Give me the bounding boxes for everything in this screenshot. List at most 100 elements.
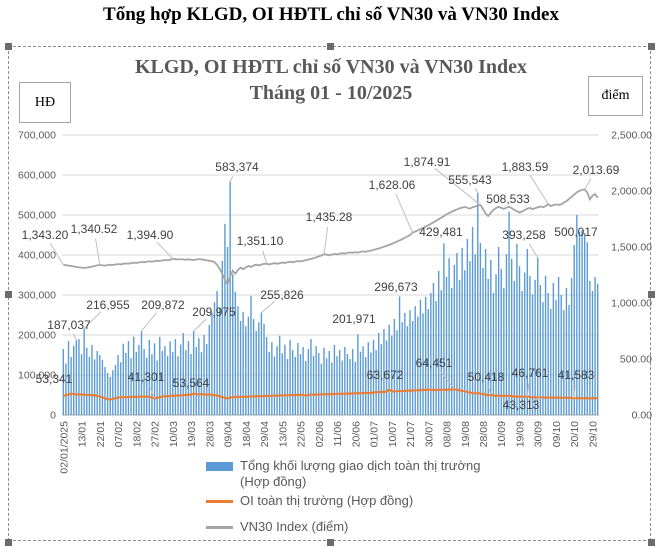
data-label: 209,975 bbox=[192, 305, 236, 319]
data-label: 41,301 bbox=[128, 370, 165, 384]
data-label: 2,013.69 bbox=[573, 163, 620, 177]
right-axis-unit-box[interactable]: điểm bbox=[588, 76, 643, 116]
data-label: 46,761 bbox=[512, 366, 549, 380]
selection-handle-middle-left[interactable] bbox=[5, 291, 12, 298]
x-axis-tick: 02/06 bbox=[314, 421, 326, 447]
data-label: 1,435.28 bbox=[306, 210, 353, 224]
page-title: Tổng hợp KLGD, OI HĐTL chỉ số VN30 và VN… bbox=[103, 4, 559, 25]
series-oi-line[interactable] bbox=[62, 388, 598, 401]
x-axis-tick: 18/04 bbox=[241, 421, 253, 447]
callout-leader bbox=[262, 250, 268, 264]
x-axis-tick: 07/02 bbox=[113, 421, 125, 447]
callout-leader bbox=[72, 333, 77, 341]
chart-title[interactable]: KLGD, OI HĐTL chỉ số VN30 và VN30 Index … bbox=[0, 54, 662, 106]
y-axis-right-tick: 1,500.00 bbox=[611, 242, 652, 254]
data-label: 296,673 bbox=[374, 280, 418, 294]
legend-item[interactable]: OI toàn thị trường (Hợp đồng) bbox=[206, 493, 498, 509]
x-axis-tick: 20/06 bbox=[350, 421, 362, 447]
data-label: 500,017 bbox=[554, 225, 598, 239]
x-axis-tick: 10/07 bbox=[387, 421, 399, 447]
x-axis-tick: 19/03 bbox=[186, 421, 198, 447]
y-axis-right-tick: 1,000.00 bbox=[611, 298, 652, 310]
y-axis-left-tick: 400,000 bbox=[18, 250, 56, 262]
y-axis-right-tick: 2,000.00 bbox=[611, 186, 652, 198]
y-axis-left-tick: 200,000 bbox=[18, 330, 56, 342]
data-label: 64,451 bbox=[416, 356, 453, 370]
callout-leader bbox=[141, 312, 157, 332]
x-axis-tick: 19/09 bbox=[514, 421, 526, 447]
callout-leader bbox=[193, 318, 208, 332]
callout-leader bbox=[323, 226, 329, 255]
selection-handle-top-middle[interactable] bbox=[327, 43, 334, 50]
y-axis-left-tick: 600,000 bbox=[18, 170, 56, 182]
callout-leader bbox=[395, 194, 414, 233]
callout-leader bbox=[439, 370, 455, 390]
callout-leader bbox=[434, 167, 481, 206]
series-vn30-line[interactable] bbox=[63, 188, 599, 287]
callout-leader bbox=[149, 386, 155, 399]
selection-handle-top-left[interactable] bbox=[5, 43, 12, 50]
callout-leader bbox=[49, 243, 64, 265]
x-axis-tick: 29/04 bbox=[259, 421, 271, 447]
callout-leader bbox=[528, 243, 539, 258]
y-axis-right-tick: 2,500.00 bbox=[611, 130, 652, 142]
x-axis-tick: 30/09 bbox=[533, 421, 545, 447]
selection-handle-bottom-left[interactable] bbox=[5, 539, 12, 546]
data-label: 41,583 bbox=[558, 368, 595, 382]
x-axis-tick: 13/05 bbox=[277, 421, 289, 447]
legend-swatch-line bbox=[206, 500, 233, 503]
selection-handle-bottom-middle[interactable] bbox=[327, 539, 334, 546]
data-label: 1,351.10 bbox=[237, 234, 284, 248]
selection-handle-top-right[interactable] bbox=[648, 43, 655, 50]
callout-leader bbox=[156, 241, 174, 260]
y-axis-left-tick: 100,000 bbox=[18, 370, 56, 382]
x-axis-tick: 18/02 bbox=[131, 421, 143, 447]
chart-title-line2: Tháng 01 - 10/2025 bbox=[249, 82, 413, 104]
x-axis-tick: 22/05 bbox=[296, 421, 308, 447]
left-axis-unit-box[interactable]: HĐ bbox=[19, 82, 71, 123]
y-axis-right-tick: 500.00 bbox=[620, 354, 652, 366]
data-label: 429,481 bbox=[419, 225, 463, 239]
x-axis-tick: 01/07 bbox=[369, 421, 381, 447]
data-label: 1,340.52 bbox=[71, 222, 118, 236]
x-axis-tick: 21/07 bbox=[405, 421, 417, 447]
callout-leader bbox=[95, 238, 101, 265]
x-axis-tick: 19/08 bbox=[460, 421, 472, 447]
x-axis-tick: 28/03 bbox=[204, 421, 216, 447]
x-axis-tick: 13/01 bbox=[77, 421, 89, 447]
y-axis-left-tick: 500,000 bbox=[18, 210, 56, 222]
data-label: 216,955 bbox=[86, 298, 130, 312]
x-axis-tick: 20/10 bbox=[569, 421, 581, 447]
x-axis-tick: 10/09 bbox=[496, 421, 508, 447]
data-label: 201,971 bbox=[332, 312, 376, 326]
data-label: 53,341 bbox=[36, 372, 73, 386]
callout-leader bbox=[573, 384, 576, 399]
data-label: 1,394.90 bbox=[127, 228, 174, 242]
y-axis-left-tick: 700,000 bbox=[18, 130, 56, 142]
data-label: 555,543 bbox=[448, 173, 492, 187]
x-axis-tick: 11/06 bbox=[332, 421, 344, 447]
y-axis-left-tick: 300,000 bbox=[18, 290, 56, 302]
data-label: 1,883.59 bbox=[502, 160, 549, 174]
callout-leader bbox=[529, 175, 549, 205]
data-label: 43,313 bbox=[503, 398, 540, 412]
data-label: 1,343.20 bbox=[22, 228, 69, 242]
callout-leader bbox=[229, 175, 234, 182]
selection-handle-bottom-right[interactable] bbox=[648, 539, 655, 546]
selection-handle-middle-right[interactable] bbox=[648, 291, 655, 298]
series-volume-bars[interactable] bbox=[62, 181, 599, 415]
chart-title-line1: KLGD, OI HĐTL chỉ số VN30 và VN30 Index bbox=[134, 56, 528, 78]
legend-item[interactable]: VN30 Index (điểm) bbox=[206, 519, 498, 535]
x-axis-tick: 09/10 bbox=[551, 421, 563, 447]
x-axis-tick: 30/07 bbox=[423, 421, 435, 447]
legend-swatch-bar bbox=[206, 462, 233, 471]
callout-leader bbox=[83, 311, 102, 329]
x-axis-tick: 22/01 bbox=[95, 421, 107, 447]
legend-item[interactable]: Tổng khối lượng giao dịch toàn thị trườn… bbox=[206, 458, 498, 490]
callout-leader bbox=[261, 301, 275, 314]
legend[interactable]: Tổng khối lượng giao dịch toàn thị trườn… bbox=[206, 458, 498, 538]
data-label: 50,418 bbox=[468, 370, 505, 384]
data-label: 1,628.06 bbox=[369, 178, 416, 192]
callout-leader bbox=[488, 386, 492, 395]
